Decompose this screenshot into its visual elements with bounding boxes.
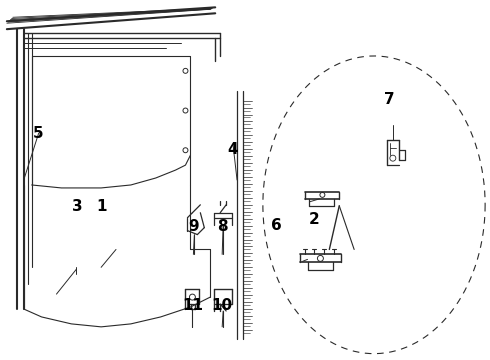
Text: 11: 11 xyxy=(182,297,203,312)
Text: 7: 7 xyxy=(384,92,394,107)
Text: 3: 3 xyxy=(72,199,83,214)
Text: 5: 5 xyxy=(33,126,44,141)
Text: 9: 9 xyxy=(188,219,199,234)
Text: 10: 10 xyxy=(212,297,233,312)
Text: 1: 1 xyxy=(96,199,106,214)
Text: 2: 2 xyxy=(309,212,320,227)
Text: 4: 4 xyxy=(228,142,239,157)
Text: 6: 6 xyxy=(271,218,282,233)
Text: 8: 8 xyxy=(217,219,227,234)
